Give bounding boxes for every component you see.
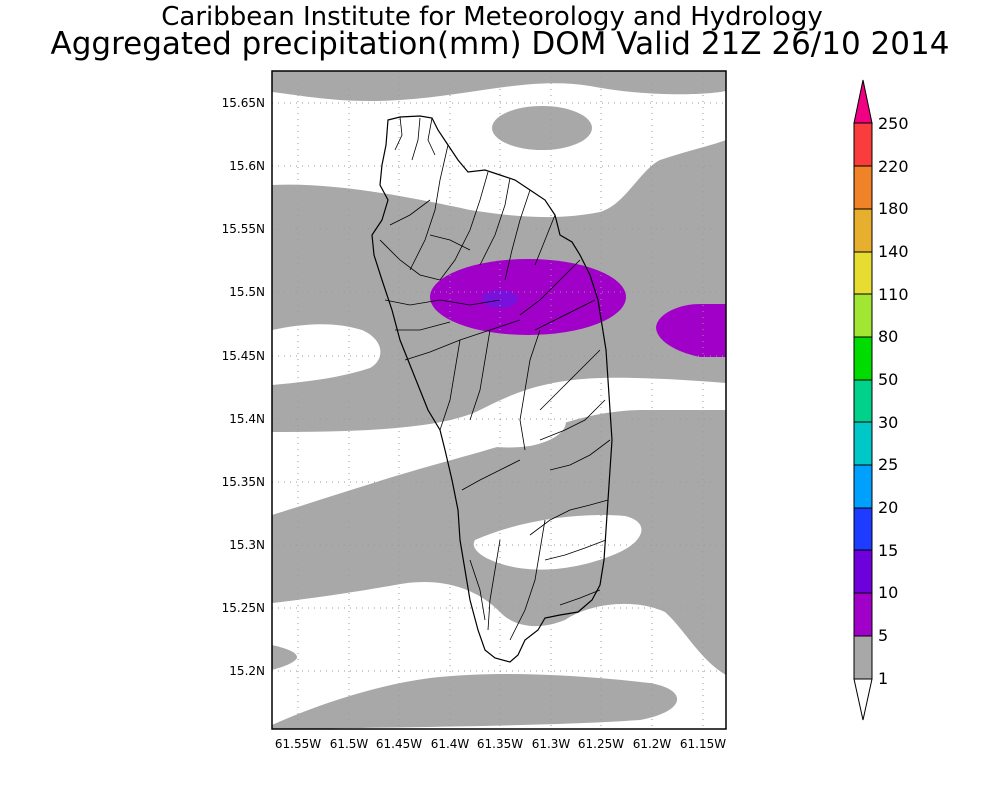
colorbar-label: 80 <box>878 327 898 346</box>
colorbar-label: 50 <box>878 370 898 389</box>
colorbar-swatch-20 <box>853 464 873 509</box>
chart-title: Caribbean Institute for Meteorology and … <box>161 2 823 32</box>
colorbar-label: 15 <box>878 541 898 560</box>
colorbar-lower-arrow <box>853 678 873 721</box>
colorbar-swatch-80 <box>853 293 873 338</box>
lon-label: 61.3W <box>532 737 571 751</box>
colorbar-swatch-180 <box>853 165 873 210</box>
lon-axis: 61.55W 61.5W 61.45W 61.4W 61.35W 61.3W 6… <box>275 737 726 751</box>
colorbar-upper-arrow <box>853 79 873 124</box>
lat-label: 15.45N <box>222 349 265 363</box>
precip-blob-5mm-east <box>656 304 726 357</box>
lat-label: 15.6N <box>229 159 265 173</box>
lon-label: 61.45W <box>376 737 422 751</box>
dry-patch-1 <box>473 515 642 570</box>
colorbar-label: 5 <box>878 626 888 645</box>
precip-band-1mm-top <box>272 71 726 102</box>
lat-label: 15.25N <box>222 601 265 615</box>
island-coastline <box>371 115 613 663</box>
lat-label: 15.2N <box>229 664 265 678</box>
precip-field <box>272 71 726 729</box>
colorbar-label: 25 <box>878 455 898 474</box>
colorbar-swatch-10 <box>853 549 873 594</box>
colorbar-label: 180 <box>878 199 909 218</box>
colorbar-label: 250 <box>878 114 909 133</box>
lon-label: 61.2W <box>633 737 672 751</box>
precip-band-1mm-bottom <box>272 673 678 729</box>
precip-blob-5mm-center <box>430 259 626 335</box>
colorbar-swatch-1 <box>853 635 873 680</box>
lon-label: 61.4W <box>431 737 470 751</box>
colorbar-swatch-25 <box>853 421 873 466</box>
precip-blob-1mm-west <box>272 645 298 670</box>
lon-label: 61.5W <box>330 737 369 751</box>
colorbar-label: 140 <box>878 242 909 261</box>
colorbar-label: 1 <box>878 669 888 688</box>
lon-label: 61.15W <box>680 737 726 751</box>
colorbar-swatch-50 <box>853 336 873 381</box>
colorbar-label: 220 <box>878 157 909 176</box>
lat-label: 15.5N <box>229 285 265 299</box>
colorbar-legend: 1 5 10 15 20 25 30 50 80 110 140 180 220… <box>853 79 909 721</box>
dry-patch-2 <box>455 410 566 448</box>
precip-blob-1mm-north <box>492 106 592 150</box>
colorbar-label: 30 <box>878 413 898 432</box>
colorbar-swatch-15 <box>853 507 873 551</box>
lat-axis: 15.65N 15.6N 15.55N 15.5N 15.45N 15.4N 1… <box>222 96 265 678</box>
colorbar-label: 110 <box>878 285 909 304</box>
colorbar-swatch-30 <box>853 379 873 423</box>
map-frame <box>271 70 727 730</box>
lat-label: 15.35N <box>222 475 265 489</box>
lon-label: 61.25W <box>578 737 624 751</box>
colorbar-label: 10 <box>878 583 898 602</box>
colorbar-swatch-140 <box>853 208 873 253</box>
lon-label: 61.55W <box>275 737 321 751</box>
colorbar-swatch-5 <box>853 592 873 637</box>
lat-label: 15.4N <box>229 412 265 426</box>
graticule <box>272 71 726 729</box>
colorbar-label: 20 <box>878 498 898 517</box>
dominica-island <box>371 115 613 663</box>
river-network <box>379 116 611 641</box>
lat-label: 15.3N <box>229 538 265 552</box>
lon-label: 61.35W <box>477 737 523 751</box>
lat-label: 15.55N <box>222 222 265 236</box>
chart-subtitle: Aggregated precipitation(mm) DOM Valid 2… <box>50 26 950 62</box>
colorbar-swatch-110 <box>853 251 873 295</box>
lat-label: 15.65N <box>222 96 265 110</box>
colorbar-swatch-220 <box>853 122 873 167</box>
